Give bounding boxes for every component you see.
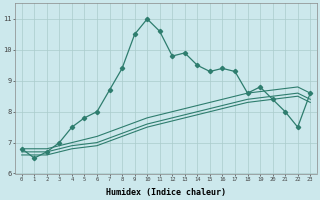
X-axis label: Humidex (Indice chaleur): Humidex (Indice chaleur) xyxy=(106,188,226,197)
